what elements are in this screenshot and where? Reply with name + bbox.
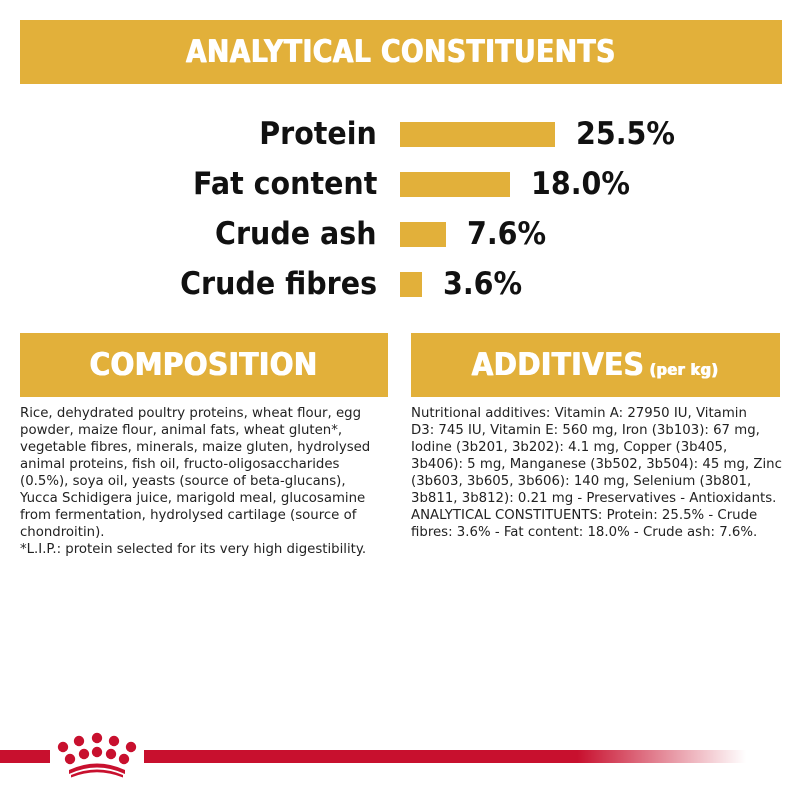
bar-row-crude-fibres: Crude fibres 3.6% [0, 266, 800, 302]
additives-line: ANALYTICAL CONSTITUENTS: Protein: 25.5% … [411, 508, 758, 523]
composition-header: COMPOSITION [20, 333, 388, 397]
bar-row-fat-content: Fat content 18.0% [0, 166, 800, 202]
crown-icon [57, 732, 137, 778]
composition-line: chondroitin). [20, 525, 105, 540]
additives-line: fibres: 3.6% - Fat content: 18.0% - Crud… [411, 525, 758, 540]
analytical-constituents-header: ANALYTICAL CONSTITUENTS [20, 20, 782, 84]
bar-label: Crude ash [215, 216, 377, 252]
composition-footnote: *L.I.P.: protein selected for its very h… [20, 542, 367, 557]
bar-value: 7.6% [467, 216, 547, 252]
composition-title: COMPOSITION [89, 347, 319, 383]
composition-line: animal proteins, fish oil, fructo-oligos… [20, 457, 340, 472]
additives-title: ADDITIVES [472, 347, 645, 383]
composition-text: Rice, dehydrated poultry proteins, wheat… [20, 405, 388, 558]
composition-line: powder, maize flour, animal fats, wheat … [20, 423, 343, 438]
composition-line: Rice, dehydrated poultry proteins, wheat… [20, 406, 362, 421]
additives-header: ADDITIVES (per kg) [411, 333, 780, 397]
footer-red-line-left [0, 750, 50, 763]
analytical-constituents-title: ANALYTICAL CONSTITUENTS [186, 34, 616, 70]
additives-line: 3b811, 3b812): 0.21 mg - Preservatives -… [411, 491, 777, 506]
bar-label: Protein [259, 116, 377, 152]
bar-fill [400, 172, 510, 197]
bar-value: 3.6% [443, 266, 523, 302]
composition-line: from fermentation, hydrolysed cartilage … [20, 508, 357, 523]
bar-label: Crude fibres [180, 266, 377, 302]
composition-line: Yucca Schidigera juice, marigold meal, g… [20, 491, 366, 506]
additives-line: 3b406): 5 mg, Manganese (3b502, 3b504): … [411, 457, 782, 472]
additives-line: D3: 745 IU, Vitamin E: 560 mg, Iron (3b1… [411, 423, 760, 438]
bar-label: Fat content [192, 166, 377, 202]
bar-fill [400, 122, 555, 147]
composition-line: vegetable fibres, minerals, maize gluten… [20, 440, 371, 455]
bar-row-crude-ash: Crude ash 7.6% [0, 216, 800, 252]
footer-red-line-right [144, 750, 746, 763]
additives-subtitle: (per kg) [650, 360, 719, 379]
bar-fill [400, 222, 446, 247]
bar-fill [400, 272, 422, 297]
additives-text: Nutritional additives: Vitamin A: 27950 … [411, 405, 783, 541]
composition-line: (0.5%), soya oil, yeasts (source of beta… [20, 474, 346, 489]
additives-line: Nutritional additives: Vitamin A: 27950 … [411, 406, 747, 421]
bar-row-protein: Protein 25.5% [0, 116, 800, 152]
additives-title-wrap: ADDITIVES (per kg) [472, 347, 719, 383]
additives-line: (3b603, 3b605, 3b606): 140 mg, Selenium … [411, 474, 752, 489]
bar-value: 18.0% [531, 166, 630, 202]
bar-value: 25.5% [576, 116, 675, 152]
additives-line: Iodine (3b201, 3b202): 4.1 mg, Copper (3… [411, 440, 728, 455]
